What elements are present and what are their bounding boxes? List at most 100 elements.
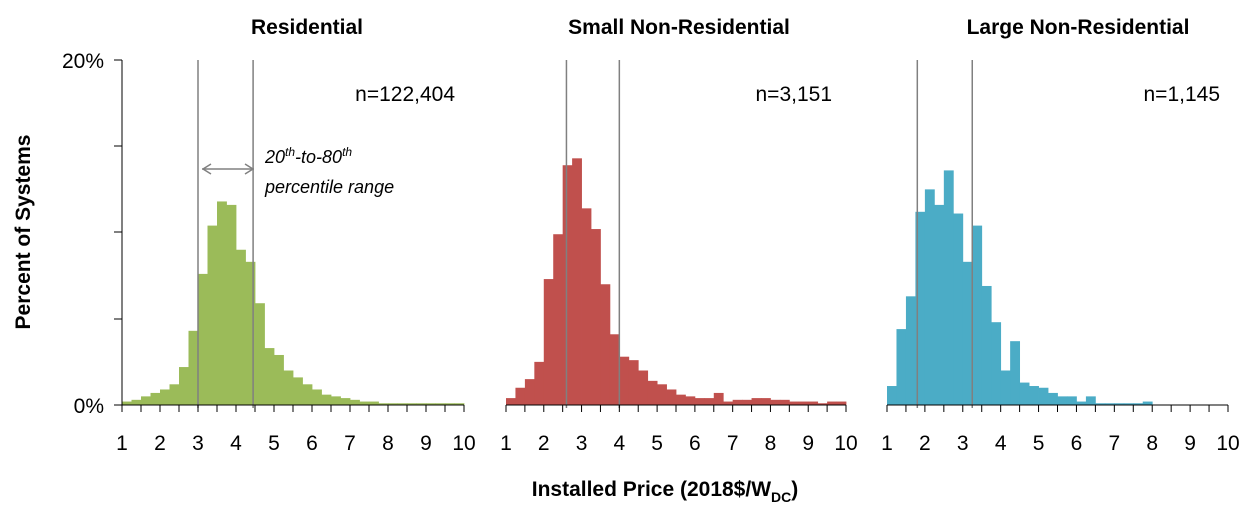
percentile-annotation: 20th-to-80th percentile range <box>202 145 394 197</box>
annotation-line-1: 20th-to-80th <box>264 145 352 167</box>
histogram-bar <box>226 204 237 405</box>
histogram-bar <box>122 401 132 405</box>
histogram-bar <box>445 403 455 405</box>
histogram-bar <box>331 396 341 405</box>
x-tick-label: 2 <box>538 432 550 455</box>
histogram-bar <box>1010 341 1021 405</box>
histogram-bar <box>416 403 427 405</box>
histogram-bar <box>1104 403 1115 405</box>
histogram-bar <box>761 398 771 405</box>
histogram-bar <box>1029 386 1039 405</box>
histogram-bar <box>407 403 417 405</box>
histogram-bar <box>657 384 667 405</box>
panels-group: 1 2 3 4 5 6 7 8 9 10 Residential n=122,404 1 2 3 4 5 6 7 8 9… <box>116 16 1240 455</box>
x-tick-label: 10 <box>834 432 857 455</box>
histogram-bar <box>515 387 526 405</box>
histogram-bar <box>160 389 170 405</box>
histogram-bar <box>264 348 275 405</box>
histogram-bar <box>534 361 545 405</box>
histogram-bar <box>359 401 370 405</box>
histogram-bar <box>1114 403 1125 405</box>
histogram-bar <box>798 401 809 405</box>
histogram-bar <box>454 403 465 405</box>
histogram-bar <box>887 386 897 405</box>
histogram-bar <box>255 303 265 405</box>
histogram-bar <box>924 189 935 405</box>
histogram-bar <box>1076 401 1087 405</box>
y-tick-label-bottom: 0% <box>74 395 104 418</box>
histogram-bar <box>302 384 313 405</box>
histogram-bar <box>198 273 208 405</box>
histogram-bar <box>751 398 762 405</box>
histogram-bar <box>742 399 752 405</box>
histogram-bar <box>609 334 620 405</box>
annotation-arrow-left-head <box>202 163 212 175</box>
histogram-bar <box>581 208 592 405</box>
panel-2: 1 2 3 4 5 6 7 8 9 10 Large Non-Residential n=1,145 <box>881 16 1240 455</box>
histogram-bar <box>972 225 983 405</box>
histogram-bar <box>274 354 284 405</box>
sample-size-label: n=3,151 <box>756 83 833 106</box>
y-axis-title: Percent of Systems <box>12 135 35 330</box>
histogram-bar <box>388 403 398 405</box>
x-tick-label: 1 <box>116 432 128 455</box>
histogram-bar <box>962 261 973 405</box>
x-tick-label: 8 <box>382 432 394 455</box>
histogram-bar <box>713 392 724 405</box>
histogram-bar <box>378 403 389 405</box>
histogram-bar <box>293 377 303 405</box>
histogram-bar <box>676 394 686 405</box>
histogram-bar <box>1019 382 1030 405</box>
histogram-bar <box>562 165 573 405</box>
histogram-bar <box>1066 396 1077 405</box>
histogram-bar <box>1123 403 1134 405</box>
histogram-bar <box>524 379 535 405</box>
x-tick-label: 4 <box>613 432 625 455</box>
x-tick-label: 7 <box>344 432 356 455</box>
histogram-bar <box>435 403 446 405</box>
histogram-bar <box>245 261 256 405</box>
x-tick-label: 9 <box>1184 432 1196 455</box>
histogram-bar <box>808 401 819 405</box>
x-tick-label: 3 <box>192 432 204 455</box>
x-tick-label: 5 <box>651 432 663 455</box>
histogram-bar <box>628 360 639 405</box>
histogram-bar <box>591 229 601 405</box>
histogram-bar <box>1142 401 1153 405</box>
histogram-bar <box>1048 392 1058 405</box>
x-tick-label: 2 <box>154 432 166 455</box>
x-tick-label: 4 <box>995 432 1007 455</box>
histogram-bar <box>934 204 945 405</box>
histogram-bar <box>426 403 436 405</box>
histogram-bar <box>1057 396 1068 405</box>
histogram-bar <box>236 249 246 405</box>
sample-size-label: n=122,404 <box>355 83 455 106</box>
histogram-bar <box>543 279 554 405</box>
x-tick-label: 3 <box>957 432 969 455</box>
panel-title: Small Non-Residential <box>568 16 790 39</box>
histogram-bar <box>770 399 781 405</box>
histogram-bar <box>666 389 677 405</box>
histogram-bar <box>572 158 582 405</box>
histogram-bar <box>312 389 322 405</box>
annotation-arrow-right-head <box>244 163 254 175</box>
histogram-bar <box>150 392 161 405</box>
x-tick-label: 4 <box>230 432 242 455</box>
histogram-bar <box>723 401 734 405</box>
histogram-bar <box>905 296 916 405</box>
histogram-bar <box>896 329 907 405</box>
histogram-bar <box>981 285 992 405</box>
histogram-bar <box>619 356 630 405</box>
histogram-bar <box>685 396 696 405</box>
histogram-bar <box>169 384 180 405</box>
x-tick-label: 8 <box>765 432 777 455</box>
y-tick-label-top: 20% <box>62 50 104 73</box>
x-tick-label: 10 <box>1216 432 1239 455</box>
x-tick-label: 3 <box>576 432 588 455</box>
histogram-bar <box>321 394 332 405</box>
x-tick-label: 9 <box>420 432 432 455</box>
x-tick-label: 1 <box>881 432 893 455</box>
histogram-bar <box>600 284 611 405</box>
histogram-bar <box>283 370 294 405</box>
